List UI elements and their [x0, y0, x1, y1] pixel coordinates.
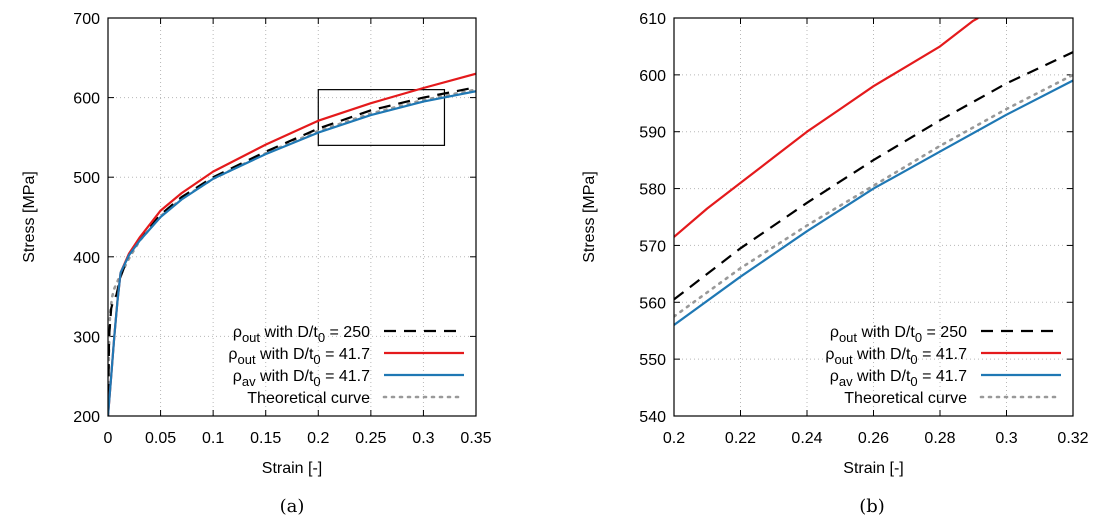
y-tick-label: 600	[639, 68, 666, 85]
legend-subscript: av	[242, 374, 256, 389]
x-tick-label: 0.3	[995, 430, 1017, 447]
panel-caption: (b)	[859, 496, 885, 517]
legend-text: Theoretical curve	[247, 390, 370, 407]
plot-area	[674, 18, 1073, 326]
legend-subscript: 0	[910, 374, 917, 389]
series-line-D250	[108, 86, 476, 416]
y-tick-label: 570	[639, 238, 666, 255]
series-line-theory	[108, 88, 476, 410]
series-line-D41av	[674, 79, 1073, 326]
legend-subscript: out	[242, 330, 260, 345]
legend-text: with D/t	[256, 368, 314, 385]
legend-label: ρout with D/t0 = 250	[830, 324, 967, 345]
y-tick-label: 580	[639, 182, 666, 199]
series-line-theory	[674, 73, 1073, 318]
x-tick-label: 0.26	[858, 430, 889, 447]
x-tick-label: 0.22	[725, 430, 756, 447]
series-line-D41out	[108, 72, 476, 416]
y-tick-label: 560	[639, 295, 666, 312]
legend-text: Theoretical curve	[844, 390, 967, 407]
legend-rho: ρ	[825, 346, 834, 363]
x-tick-label: 0.05	[145, 430, 176, 447]
legend-text: with D/t	[853, 368, 911, 385]
x-tick-label: 0.24	[791, 430, 822, 447]
plot-area	[108, 72, 476, 416]
x-tick-label: 0	[104, 430, 113, 447]
legend-subscript: 0	[915, 330, 922, 345]
legend-subscript: 0	[318, 330, 325, 345]
legend-text: = 41.7	[321, 368, 370, 385]
legend-rho: ρ	[228, 346, 237, 363]
plot-frame	[107, 17, 477, 417]
y-tick-label: 300	[73, 329, 100, 346]
y-tick-label: 550	[639, 352, 666, 369]
legend-label: ρout with D/t0 = 41.7	[825, 346, 967, 367]
panel-caption: (a)	[280, 496, 305, 517]
legend-rho: ρ	[830, 368, 839, 385]
y-tick-label: 200	[73, 409, 100, 426]
y-tick-label: 540	[639, 409, 666, 426]
plot-frame	[673, 17, 1074, 417]
legend-subscript: out	[839, 330, 857, 345]
x-axis-label: Strain [-]	[843, 460, 903, 477]
legend-text: = 41.7	[918, 368, 967, 385]
legend-text: = 250	[325, 324, 370, 341]
x-tick-label: 0.1	[202, 430, 224, 447]
y-axis-label: Stress [MPa]	[581, 171, 598, 263]
x-tick-label: 0.3	[412, 430, 434, 447]
legend-subscript: out	[835, 352, 853, 367]
y-tick-label: 590	[639, 125, 666, 142]
x-tick-label: 0.2	[663, 430, 685, 447]
legend-text: = 41.7	[321, 346, 370, 363]
legend-label: ρav with D/t0 = 41.7	[830, 368, 967, 389]
series-line-D250	[674, 51, 1073, 301]
y-tick-label: 700	[73, 11, 100, 28]
x-tick-label: 0.35	[460, 430, 491, 447]
y-tick-label: 500	[73, 170, 100, 187]
legend-rho: ρ	[830, 324, 839, 341]
legend-subscript: out	[238, 352, 256, 367]
x-tick-label: 0.15	[250, 430, 281, 447]
legend-label: ρav with D/t0 = 41.7	[233, 368, 370, 389]
x-tick-label: 0.25	[355, 430, 386, 447]
legend-rho: ρ	[233, 324, 242, 341]
legend-subscript: 0	[313, 352, 320, 367]
legend-text: with D/t	[256, 346, 314, 363]
y-tick-label: 600	[73, 91, 100, 108]
legend-text: with D/t	[853, 346, 911, 363]
panel-a: 0 0.05 0.1 0.15 0.2 0.25 0.3 0.35 200 300 400 500 60…	[21, 11, 492, 517]
x-axis-label: Strain [-]	[262, 460, 322, 477]
legend-text: with D/t	[260, 324, 318, 341]
y-axis-label: Stress [MPa]	[21, 171, 38, 263]
legend-subscript: 0	[910, 352, 917, 367]
x-tick-label: 0.2	[307, 430, 329, 447]
legend-label: ρout with D/t0 = 41.7	[228, 346, 370, 367]
legend-text: with D/t	[857, 324, 915, 341]
series-line-D41av	[108, 90, 476, 416]
x-tick-label: 0.32	[1057, 430, 1088, 447]
y-tick-label: 610	[639, 11, 666, 28]
y-tick-label: 400	[73, 250, 100, 267]
legend-label: Theoretical curve	[844, 390, 967, 407]
x-tick-label: 0.28	[924, 430, 955, 447]
legend-label: ρout with D/t0 = 250	[233, 324, 370, 345]
zoom-box	[317, 89, 446, 146]
legend-label: Theoretical curve	[247, 390, 370, 407]
legend-rho: ρ	[233, 368, 242, 385]
series-line-D41out	[674, 18, 979, 238]
panel-b: 0.2 0.22 0.24 0.26 0.28 0.3 0.32 540 550 560 570 58…	[581, 11, 1089, 517]
legend-subscript: av	[839, 374, 853, 389]
legend-subscript: 0	[313, 374, 320, 389]
legend-text: = 41.7	[918, 346, 967, 363]
legend-text: = 250	[922, 324, 967, 341]
